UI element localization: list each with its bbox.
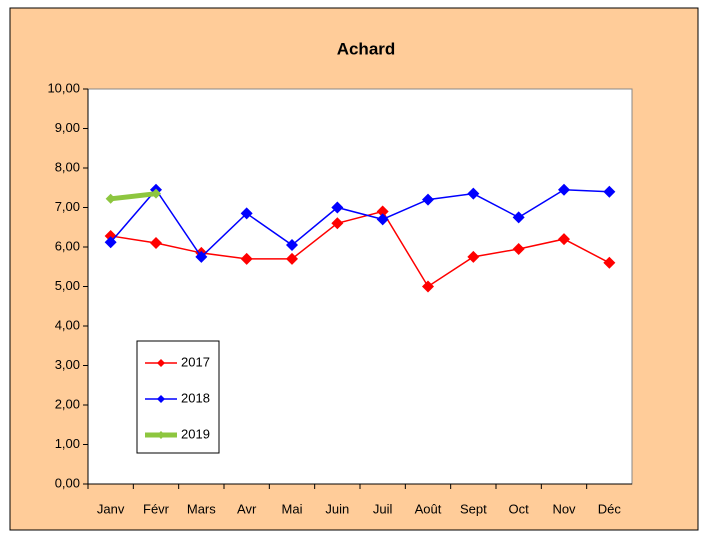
- y-tick-label: 0,00: [55, 475, 80, 490]
- series-line: [110, 188, 610, 259]
- marker: [331, 201, 344, 214]
- x-tick-label: Janv: [97, 501, 125, 516]
- y-tick-label: 5,00: [55, 278, 80, 293]
- y-tick-label: 6,00: [55, 238, 80, 253]
- marker: [422, 193, 434, 206]
- series-line: [110, 191, 157, 202]
- x-tick-label: Sept: [460, 501, 487, 516]
- legend-marker: [157, 431, 165, 439]
- y-tick-label: 1,00: [55, 436, 80, 451]
- y-tick-label: 7,00: [55, 199, 80, 214]
- x-tick-label: Mars: [187, 501, 216, 516]
- marker: [376, 205, 389, 218]
- marker: [558, 233, 570, 246]
- legend-label: 2018: [181, 390, 210, 405]
- x-tick-label: Oct: [509, 501, 530, 516]
- marker: [151, 188, 161, 199]
- marker: [195, 250, 208, 263]
- x-tick-label: Févr: [143, 501, 170, 516]
- legend-marker: [157, 395, 165, 403]
- marker: [286, 239, 298, 252]
- marker: [286, 252, 298, 265]
- marker: [376, 213, 389, 226]
- x-tick-label: Juil: [373, 501, 393, 516]
- legend-label: 2017: [181, 354, 210, 369]
- y-tick-label: 10,00: [47, 80, 80, 95]
- marker: [331, 217, 344, 230]
- chart-title: Achard: [337, 39, 396, 58]
- x-tick-label: Août: [415, 501, 442, 516]
- marker: [422, 280, 434, 293]
- series-line: [110, 210, 610, 288]
- marker: [512, 242, 525, 255]
- marker: [467, 187, 480, 200]
- marker: [104, 236, 117, 249]
- x-tick-label: Avr: [237, 501, 257, 516]
- y-tick-label: 2,00: [55, 396, 80, 411]
- x-tick-label: Juin: [325, 501, 349, 516]
- y-tick-label: 3,00: [55, 357, 80, 372]
- marker: [240, 207, 253, 220]
- marker: [603, 256, 616, 269]
- marker: [467, 250, 480, 263]
- marker: [512, 211, 525, 224]
- marker: [150, 237, 162, 250]
- marker: [603, 185, 616, 198]
- legend-marker: [157, 359, 165, 367]
- legend-label: 2019: [181, 426, 210, 441]
- x-tick-label: Nov: [552, 501, 576, 516]
- y-tick-label: 8,00: [55, 159, 80, 174]
- marker: [558, 183, 570, 196]
- marker: [105, 193, 116, 204]
- y-tick-label: 9,00: [55, 120, 80, 135]
- x-tick-label: Déc: [598, 501, 622, 516]
- marker: [240, 252, 253, 265]
- y-tick-label: 4,00: [55, 317, 80, 332]
- x-tick-label: Mai: [282, 501, 303, 516]
